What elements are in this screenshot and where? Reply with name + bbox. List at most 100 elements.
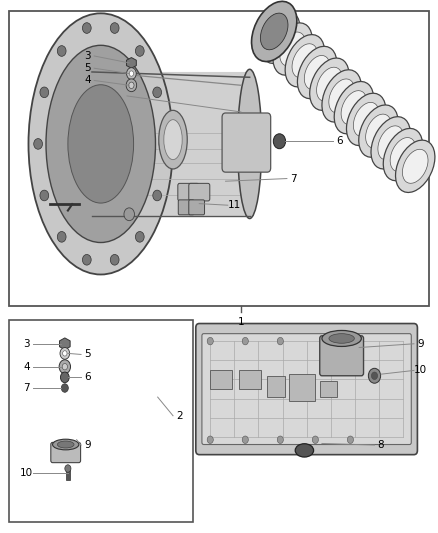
Text: 2: 2 [176, 411, 183, 421]
Ellipse shape [317, 67, 342, 101]
FancyBboxPatch shape [189, 183, 210, 201]
Ellipse shape [322, 330, 361, 346]
Bar [267, 376, 285, 397]
Text: 9: 9 [84, 440, 91, 450]
Circle shape [126, 79, 137, 92]
Ellipse shape [310, 58, 349, 110]
Circle shape [60, 372, 69, 383]
Bar [320, 381, 337, 397]
Circle shape [135, 46, 144, 56]
Ellipse shape [403, 149, 428, 183]
Text: 5: 5 [84, 350, 91, 359]
Bar [9, 11, 429, 306]
Ellipse shape [280, 32, 305, 66]
Ellipse shape [341, 91, 367, 125]
Polygon shape [60, 338, 70, 350]
Circle shape [61, 384, 68, 392]
Ellipse shape [268, 20, 293, 54]
Text: 3: 3 [23, 339, 30, 349]
Text: 9: 9 [417, 339, 424, 349]
FancyBboxPatch shape [178, 200, 194, 215]
Circle shape [124, 208, 134, 221]
FancyBboxPatch shape [51, 442, 81, 463]
Circle shape [34, 139, 42, 149]
Ellipse shape [68, 85, 134, 203]
Circle shape [63, 351, 67, 356]
Circle shape [242, 436, 248, 443]
Circle shape [153, 87, 162, 98]
Circle shape [371, 372, 378, 379]
Ellipse shape [164, 120, 182, 160]
Ellipse shape [285, 35, 325, 87]
Text: 5: 5 [84, 63, 91, 73]
Bar [289, 374, 315, 401]
Ellipse shape [57, 441, 74, 448]
Circle shape [57, 231, 66, 242]
Ellipse shape [28, 13, 173, 274]
Circle shape [82, 23, 91, 34]
Circle shape [273, 134, 286, 149]
Text: 7: 7 [23, 383, 30, 393]
Ellipse shape [396, 140, 435, 192]
FancyBboxPatch shape [178, 183, 199, 201]
Bar [210, 370, 232, 389]
FancyBboxPatch shape [320, 336, 364, 376]
Bar [9, 320, 193, 522]
Circle shape [277, 337, 283, 345]
Circle shape [159, 139, 168, 149]
Ellipse shape [390, 138, 416, 172]
Text: 10: 10 [414, 366, 427, 375]
Ellipse shape [353, 102, 379, 136]
Ellipse shape [371, 117, 410, 169]
Circle shape [60, 348, 70, 359]
FancyBboxPatch shape [222, 113, 271, 172]
Circle shape [40, 190, 49, 201]
Text: 4: 4 [23, 362, 30, 372]
FancyBboxPatch shape [202, 334, 411, 445]
Circle shape [110, 254, 119, 265]
FancyBboxPatch shape [196, 324, 417, 455]
Ellipse shape [329, 334, 354, 343]
Circle shape [57, 46, 66, 56]
Ellipse shape [237, 69, 262, 219]
Circle shape [59, 360, 71, 374]
Text: 6: 6 [84, 373, 91, 382]
Polygon shape [127, 58, 136, 68]
Text: 7: 7 [290, 174, 297, 183]
Ellipse shape [53, 439, 79, 450]
Text: 8: 8 [378, 440, 385, 450]
Circle shape [127, 68, 136, 79]
Circle shape [368, 368, 381, 383]
Circle shape [242, 337, 248, 345]
Text: 3: 3 [84, 51, 91, 61]
Ellipse shape [273, 23, 312, 75]
Ellipse shape [304, 55, 330, 90]
Text: 4: 4 [84, 76, 91, 85]
Circle shape [153, 190, 162, 201]
FancyBboxPatch shape [189, 200, 205, 215]
Text: 6: 6 [336, 136, 343, 146]
Ellipse shape [329, 79, 354, 113]
Circle shape [207, 436, 213, 443]
Ellipse shape [159, 110, 187, 169]
Ellipse shape [297, 46, 337, 99]
Circle shape [65, 465, 71, 472]
Bar [66, 470, 70, 480]
Ellipse shape [322, 70, 361, 122]
Circle shape [347, 436, 353, 443]
Text: 11: 11 [228, 200, 241, 210]
Ellipse shape [334, 82, 374, 134]
Ellipse shape [261, 13, 288, 50]
FancyBboxPatch shape [81, 72, 252, 216]
Circle shape [312, 436, 318, 443]
Circle shape [129, 71, 134, 76]
Ellipse shape [292, 44, 318, 78]
Circle shape [40, 87, 49, 98]
Ellipse shape [366, 114, 391, 148]
Ellipse shape [346, 93, 386, 146]
Circle shape [82, 254, 91, 265]
Text: 1: 1 [237, 318, 244, 327]
Ellipse shape [295, 443, 314, 457]
Circle shape [277, 436, 283, 443]
Ellipse shape [383, 128, 423, 181]
